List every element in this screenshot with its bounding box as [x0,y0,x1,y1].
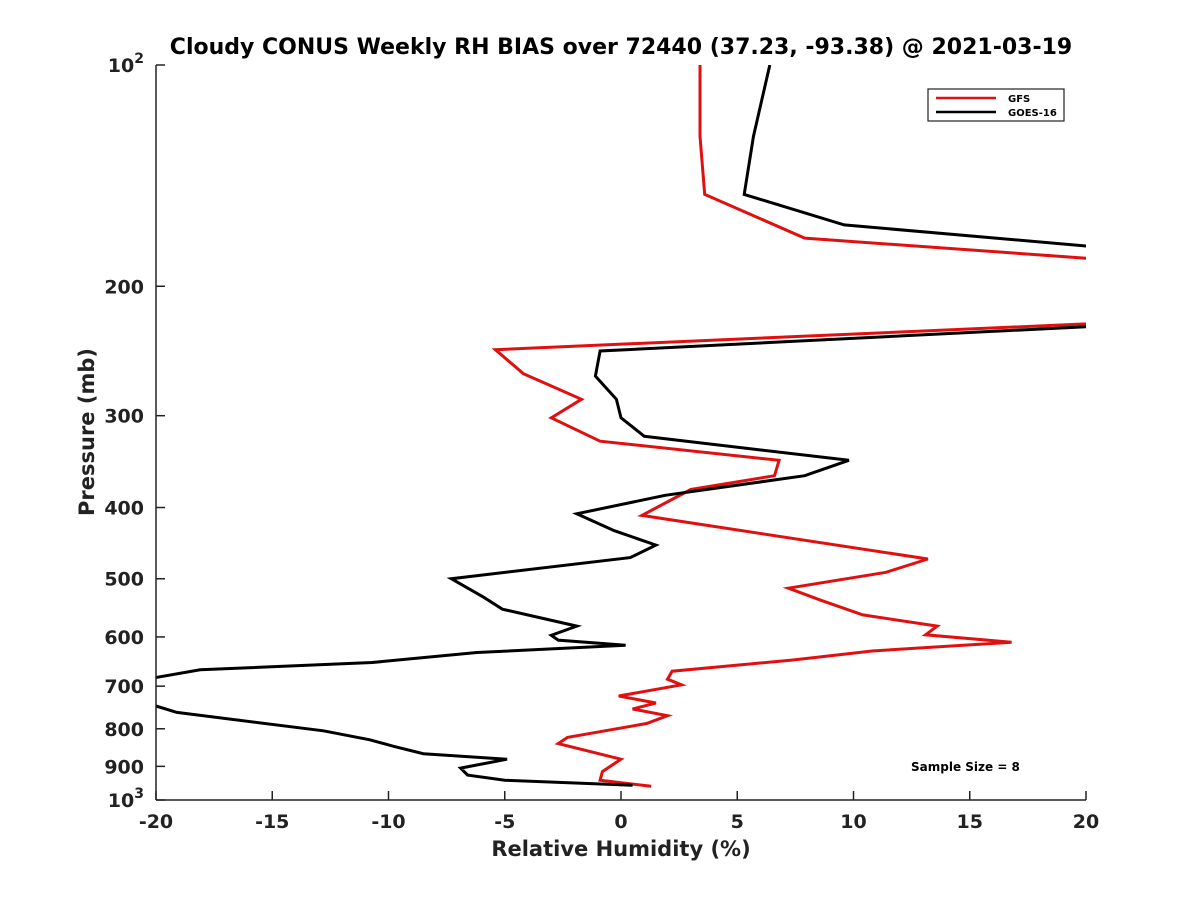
x-tick-label: -20 [139,811,173,833]
x-tick-label: 10 [840,811,866,833]
y-tick-label: 900 [104,756,144,778]
y-tick-label: 700 [104,676,144,698]
tick-labels: -20 -15 -10 -5 0 5 10 15 20 102 200 300 400 500 600 700… [104,51,1099,833]
x-tick-label: 15 [957,811,983,833]
y-tick-label: 200 [104,276,144,298]
x-tick-label: -5 [494,811,515,833]
series-line-goes-16 [156,65,1086,787]
y-tick-label: 600 [104,627,144,649]
x-tick-label: 5 [731,811,744,833]
y-tick-label: 300 [104,406,144,428]
y-tick-label: 102 [108,51,144,77]
axes [155,64,1087,801]
legend-label: GFS [1008,94,1030,105]
series-layer [156,65,1086,788]
x-tick-label: -10 [371,811,405,833]
x-tick-label: -15 [255,811,289,833]
x-tick-label: 0 [614,811,627,833]
y-tick-label: 500 [104,569,144,591]
y-tick-label: 400 [104,498,144,520]
series-line-gfs [491,65,1086,788]
x-tick-label: 20 [1073,811,1099,833]
legend-label: GOES-16 [1008,108,1057,119]
legend-box [927,88,1065,122]
y-tick-label: 103 [108,786,144,812]
y-tick-label: 800 [104,719,144,741]
legend: GFS GOES-16 [927,88,1065,122]
sample-size-annotation: Sample Size = 8 [911,760,1020,774]
y-axis-title: Pressure (mb) [75,348,99,516]
x-axis-title: Relative Humidity (%) [491,837,750,861]
chart-title: Cloudy CONUS Weekly RH BIAS over 72440 (… [170,35,1072,60]
